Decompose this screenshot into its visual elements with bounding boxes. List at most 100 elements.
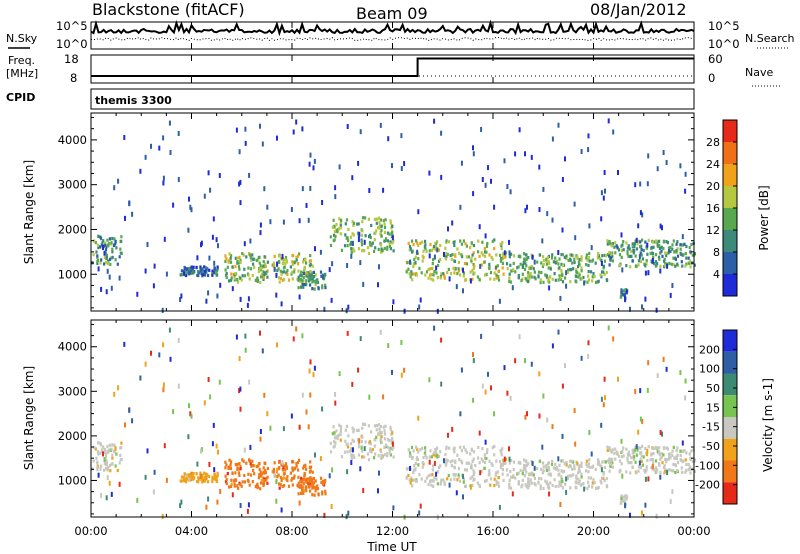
velocity-cell [105, 452, 108, 456]
velocity-cell [493, 477, 496, 481]
velocity-cell [338, 423, 341, 427]
velocity-cell [320, 480, 323, 484]
velocity-cell [644, 446, 647, 451]
velocity-cell [684, 458, 687, 462]
power-cell [594, 261, 597, 265]
power-cell [291, 262, 294, 267]
velocity-cell [205, 476, 208, 480]
power-cell [664, 263, 667, 268]
power-cell [411, 250, 414, 254]
power-cell [547, 277, 550, 281]
power-cell [351, 232, 354, 236]
velocity-cell [454, 460, 457, 465]
velocity-cell [182, 475, 185, 479]
velocity-cell [674, 470, 677, 475]
power-cell [462, 271, 465, 275]
power-cell [440, 272, 443, 276]
velocity-cell [660, 452, 663, 456]
velocity-cell [180, 479, 183, 483]
velocity-cell [577, 471, 580, 475]
velocity-cell [296, 460, 300, 465]
power-cell [259, 222, 262, 228]
power-cell [203, 269, 206, 273]
velocity-cell [663, 471, 666, 475]
velocity-cell [510, 458, 513, 463]
velocity-cell [360, 440, 363, 444]
velocity-cell [285, 466, 288, 470]
velocity-cell [377, 433, 381, 437]
velocity-cell [497, 484, 501, 488]
power-cell [389, 219, 392, 223]
power-cell [624, 290, 627, 295]
velocity-cell [415, 445, 418, 449]
power-cell [417, 243, 420, 248]
velocity-cell [240, 484, 243, 488]
power-cell [346, 244, 349, 248]
power-cell [162, 175, 165, 181]
velocity-cell [551, 424, 554, 430]
power-cell [362, 281, 365, 287]
power-cell [243, 267, 246, 271]
velocity-cell [380, 430, 383, 435]
power-cell [551, 217, 554, 223]
power-cell [665, 160, 668, 165]
velocity-cell [230, 482, 233, 486]
velocity-cell [408, 478, 411, 482]
velocity-cell [412, 471, 415, 475]
velocity-cell [551, 343, 554, 349]
velocity-cell [560, 484, 563, 488]
colorbar-tick-label: 100 [699, 363, 720, 376]
noise-left-tick-top: 10^5 [56, 19, 88, 33]
power-cell [277, 259, 281, 263]
power-cell [577, 265, 580, 269]
velocity-cell [304, 464, 307, 468]
velocity-cell [539, 484, 542, 488]
colorbar-segment [723, 142, 737, 164]
velocity-cell [619, 501, 622, 505]
velocity-cell [282, 472, 285, 476]
power-cell [446, 252, 449, 256]
velocity-cell [645, 465, 648, 469]
velocity-cell [608, 460, 611, 464]
velocity-cell [608, 469, 611, 473]
velocity-cell [309, 465, 312, 469]
velocity-cell [197, 480, 200, 484]
velocity-cell [334, 400, 337, 406]
velocity-cell [347, 445, 350, 449]
velocity-cell [485, 479, 488, 483]
power-cell [432, 258, 435, 262]
velocity-cell [591, 481, 594, 485]
power-cell [259, 280, 262, 285]
power-cell [427, 276, 430, 280]
y-tick-label: 2000 [58, 429, 87, 443]
power-cell [577, 271, 580, 275]
velocity-cell [105, 462, 108, 466]
power-cell [641, 238, 644, 242]
velocity-cell [189, 475, 192, 479]
power-cell [230, 278, 233, 282]
velocity-cell [384, 424, 387, 428]
velocity-cell [424, 453, 427, 457]
power-cell [473, 271, 476, 275]
power-cell [244, 140, 247, 146]
velocity-cell [652, 452, 655, 456]
power-cell [638, 254, 641, 260]
velocity-cell [280, 478, 283, 483]
power-cell [161, 307, 164, 313]
velocity-cell [474, 463, 477, 468]
power-cell [485, 250, 488, 254]
velocity-cell [259, 429, 262, 434]
velocity-cell [362, 488, 365, 493]
power-cell [653, 240, 656, 244]
velocity-cell [602, 402, 605, 408]
power-cell [659, 251, 662, 255]
power-cell [416, 241, 419, 245]
velocity-cell [261, 348, 264, 354]
power-cell [150, 143, 152, 149]
power-cell [428, 249, 431, 253]
velocity-cell [199, 473, 202, 479]
velocity-cell [472, 358, 475, 364]
velocity-cell [262, 482, 266, 486]
power-cell [266, 260, 269, 264]
power-cell [278, 276, 281, 280]
